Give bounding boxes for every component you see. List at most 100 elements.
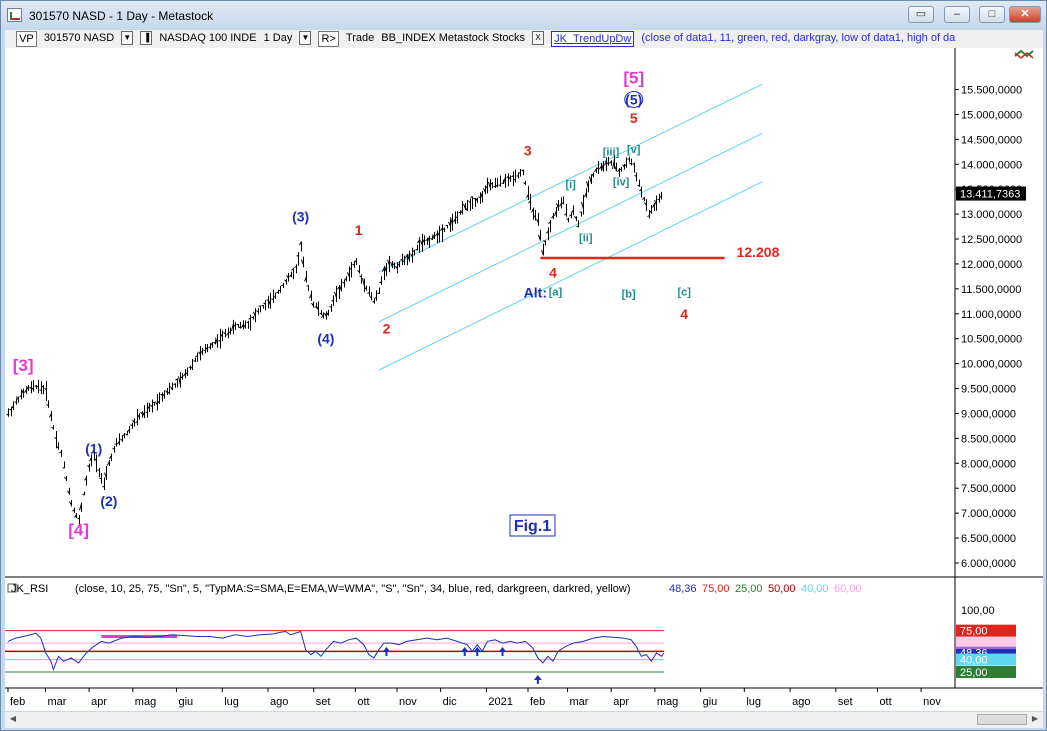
price-bar-open bbox=[167, 391, 170, 394]
price-bar-open bbox=[606, 162, 609, 165]
price-bar-open bbox=[440, 227, 443, 231]
price-bar-open bbox=[170, 386, 173, 391]
price-pane bbox=[5, 48, 955, 576]
price-bar-open bbox=[178, 376, 181, 386]
fig-annotation-box bbox=[509, 514, 556, 537]
price-bar-open bbox=[422, 239, 425, 243]
scrollbar-thumb[interactable] bbox=[977, 714, 1027, 725]
rsi-tick-label: 40,00 bbox=[960, 655, 988, 667]
price-bar-open bbox=[483, 188, 486, 193]
scroll-left-arrow-icon[interactable]: ◀ bbox=[9, 714, 17, 723]
security-name: NASDAQ 100 INDE bbox=[159, 32, 257, 44]
price-chart-svg[interactable]: 15.500,0000 15.000,0000 14.500,0000 14.000,… bbox=[5, 48, 1043, 711]
price-bar-open bbox=[339, 284, 342, 292]
price-bar-open bbox=[437, 232, 440, 236]
price-bar-open bbox=[251, 316, 254, 319]
rsi-legend-value: 48,36 bbox=[669, 583, 697, 595]
price-bar-open bbox=[319, 312, 322, 315]
price-bar-open bbox=[455, 216, 458, 219]
wave-label: (2) bbox=[100, 493, 117, 509]
price-bar-open bbox=[367, 291, 370, 294]
price-bar-open bbox=[289, 274, 292, 278]
price-bar-open bbox=[432, 234, 435, 240]
price-bar-open bbox=[59, 451, 62, 454]
price-bar-open bbox=[238, 326, 241, 329]
price-bar-open bbox=[46, 404, 49, 407]
price-bar-open bbox=[369, 295, 372, 298]
price-bar-open bbox=[220, 333, 223, 338]
price-bar-open bbox=[6, 413, 9, 416]
time-tick-label: mag bbox=[657, 696, 678, 708]
time-tick-label: apr bbox=[91, 696, 107, 708]
price-bar-open bbox=[364, 286, 367, 290]
refresh-button[interactable]: R> bbox=[318, 31, 339, 47]
time-tick-label: dic bbox=[443, 696, 458, 708]
price-bar-open bbox=[218, 339, 221, 342]
price-bar-open bbox=[546, 230, 549, 234]
title-bar[interactable]: 301570 NASD - 1 Day - Metastock ▭ – □ ✕ bbox=[1, 1, 1046, 30]
indicator-name-link[interactable]: JK_TrendUpDw bbox=[551, 31, 635, 47]
price-bar-open bbox=[67, 490, 70, 495]
price-bar-open bbox=[89, 457, 92, 462]
price-bar-open bbox=[64, 476, 67, 480]
wave-label: [4] bbox=[68, 521, 89, 540]
price-bar-open bbox=[442, 227, 445, 231]
close-button[interactable]: ✕ bbox=[1009, 6, 1041, 23]
price-bar-open bbox=[599, 165, 602, 170]
price-bar-open bbox=[569, 214, 572, 217]
price-tick-label: 6.000,0000 bbox=[961, 558, 1016, 570]
price-bar-open bbox=[458, 211, 461, 214]
price-bar-open bbox=[470, 196, 473, 198]
price-bar-open bbox=[337, 286, 340, 290]
price-bar-open bbox=[362, 277, 365, 287]
price-bar-open bbox=[397, 263, 400, 266]
time-tick-label: lug bbox=[746, 696, 761, 708]
price-bar-open bbox=[241, 323, 244, 328]
price-bar-open bbox=[612, 159, 615, 170]
rsi-tick-label: 75,00 bbox=[960, 626, 988, 638]
close-indicator-box[interactable]: X bbox=[532, 31, 545, 45]
horizontal-scrollbar[interactable]: ◀ ▶ bbox=[5, 712, 1043, 728]
rsi-level-tag bbox=[956, 624, 1016, 637]
price-bar-open bbox=[193, 360, 196, 362]
rsi-signal-arrow-icon bbox=[473, 647, 482, 656]
period-dropdown[interactable]: ▼ bbox=[299, 31, 312, 45]
price-bar-open bbox=[331, 299, 334, 302]
price-bar-open bbox=[286, 275, 289, 279]
price-bar-open bbox=[508, 176, 511, 180]
price-bar-open bbox=[556, 203, 559, 209]
price-bar-open bbox=[173, 383, 176, 386]
trend-channel-line bbox=[378, 181, 763, 371]
price-bar-open bbox=[344, 277, 347, 281]
price-bar-open bbox=[395, 265, 398, 270]
price-bar-open bbox=[82, 493, 85, 496]
price-bar-open bbox=[311, 302, 314, 307]
restore-child-button[interactable]: ▭ bbox=[908, 6, 934, 23]
price-bar-open bbox=[223, 332, 226, 335]
rsi-60-tag bbox=[956, 637, 1016, 650]
price-bar-open bbox=[72, 509, 75, 512]
scroll-right-arrow-icon[interactable]: ▶ bbox=[1031, 714, 1039, 723]
maximize-button[interactable]: □ bbox=[979, 6, 1005, 23]
vp-toggle[interactable]: VP bbox=[16, 31, 37, 47]
price-bar-open bbox=[44, 387, 47, 390]
price-bar-open bbox=[571, 209, 574, 214]
price-tick-label: 15.500,0000 bbox=[961, 85, 1022, 97]
time-tick-label: nov bbox=[923, 696, 941, 708]
rsi-legend-value: 25,00 bbox=[735, 583, 763, 595]
price-bar-open bbox=[208, 346, 211, 349]
time-tick-label: giu bbox=[178, 696, 193, 708]
chart-area[interactable]: 15.500,0000 15.000,0000 14.500,0000 14.000,… bbox=[5, 48, 1043, 711]
price-bar-open bbox=[49, 412, 52, 418]
price-bar-open bbox=[349, 267, 352, 271]
symbol-dropdown[interactable]: ▼ bbox=[121, 31, 134, 45]
trade-label[interactable]: Trade bbox=[345, 32, 375, 44]
price-bar-open bbox=[19, 395, 22, 398]
minimize-button[interactable]: – bbox=[944, 6, 970, 23]
chart-type-dropdown[interactable]: ▐ bbox=[140, 31, 153, 45]
price-bar-open bbox=[41, 385, 44, 388]
price-bar-open bbox=[117, 440, 120, 445]
wave-label: (1) bbox=[85, 440, 102, 456]
time-tick-label: giu bbox=[703, 696, 718, 708]
price-bar-open bbox=[69, 501, 72, 506]
